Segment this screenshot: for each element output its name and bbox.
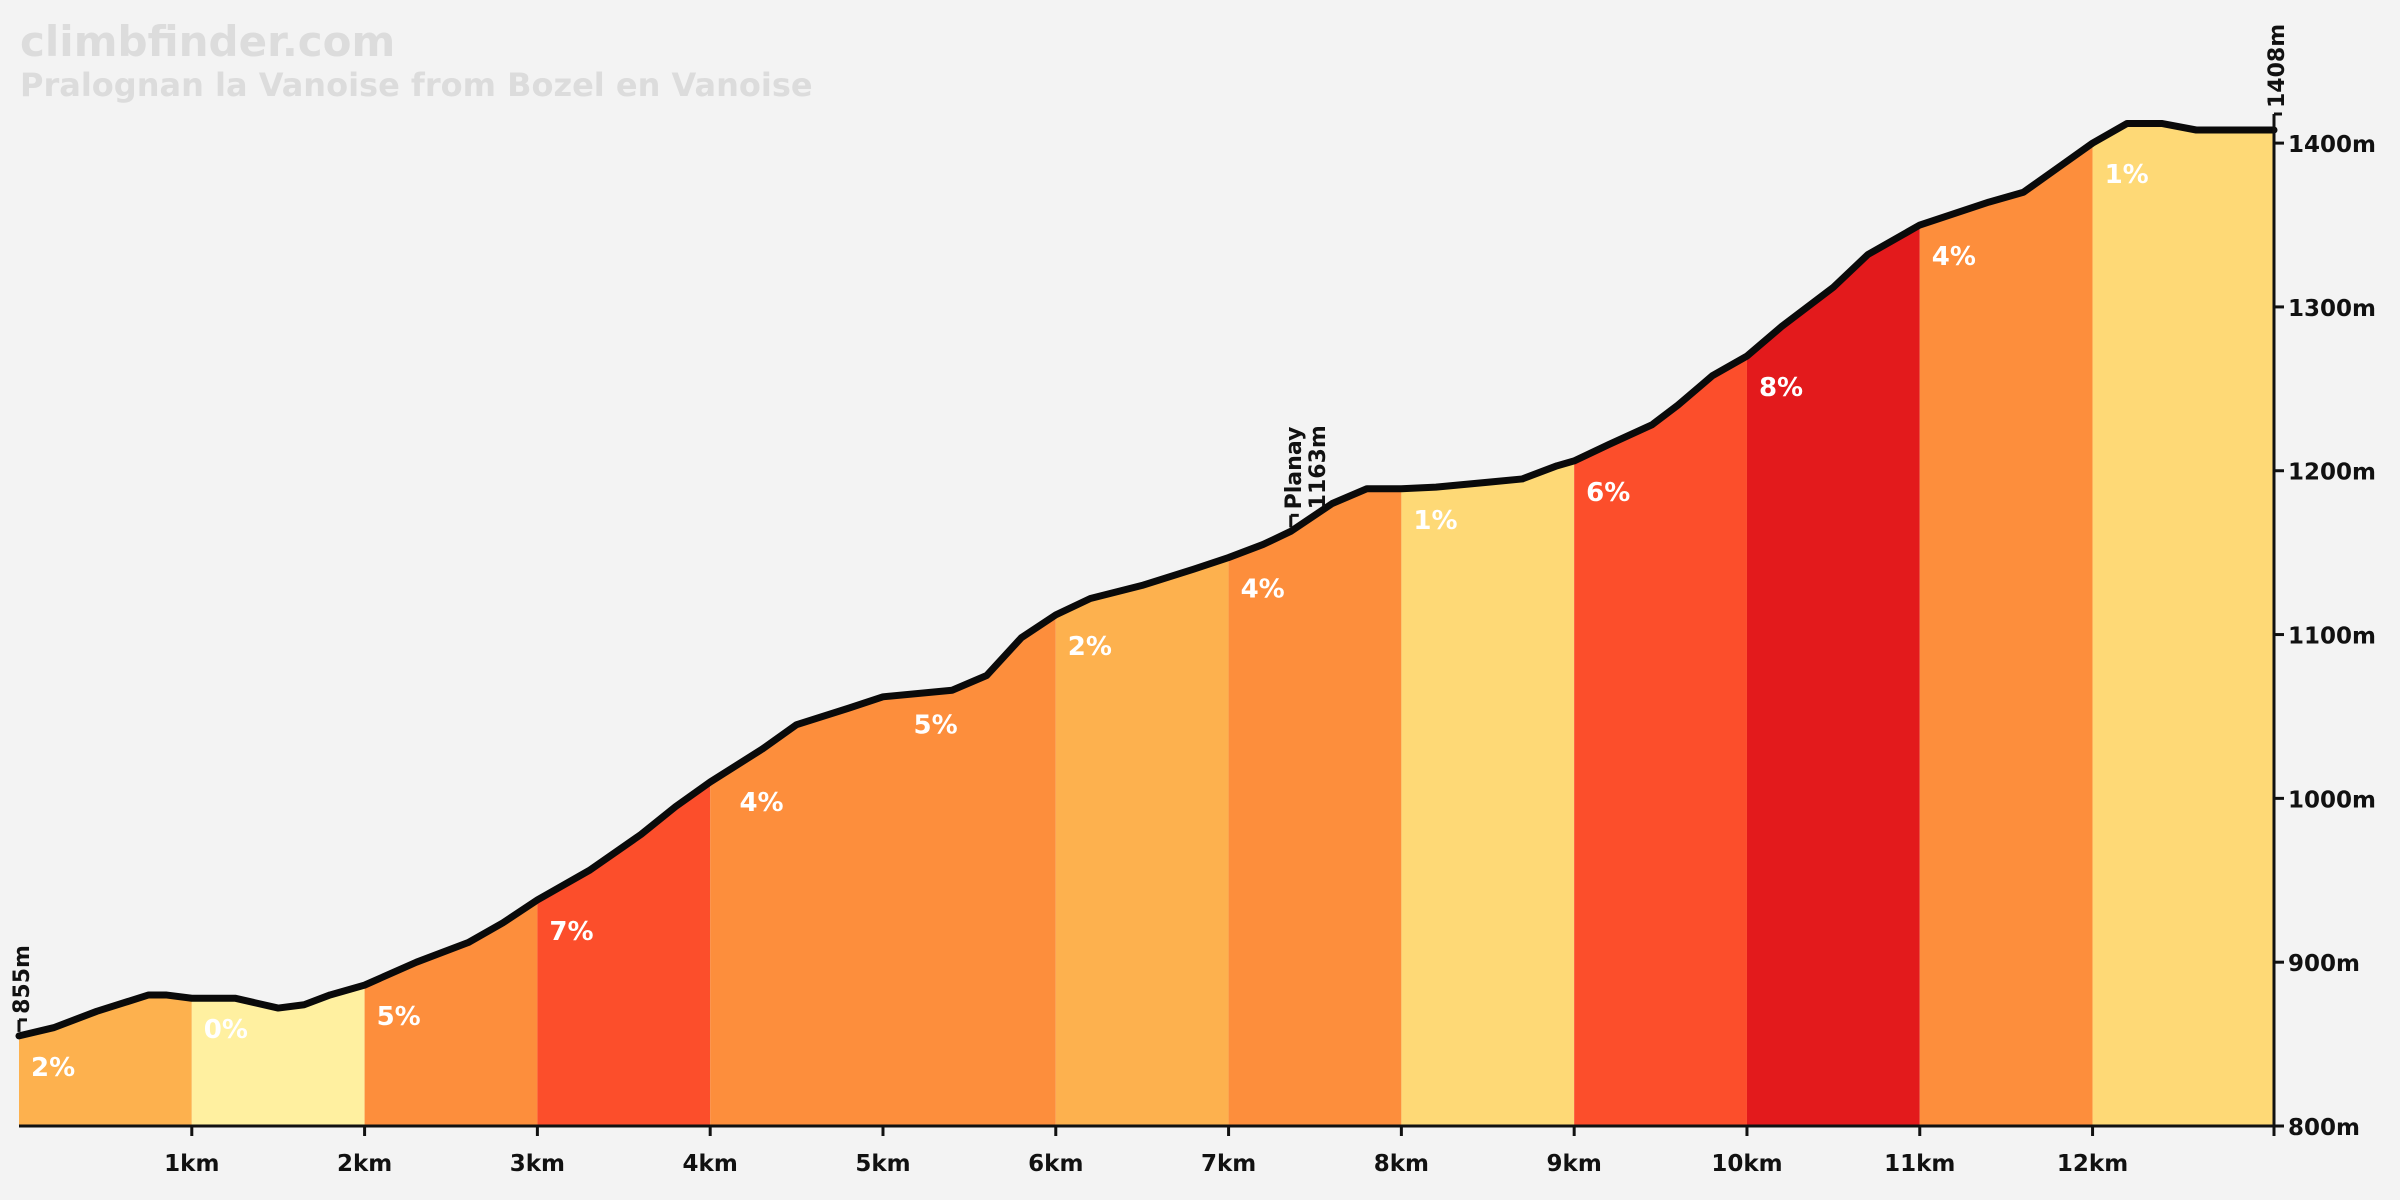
gradient-segment-9 [1574, 356, 1747, 1126]
x-tick-label: 8km [1374, 1151, 1429, 1177]
axes: 1km 2km 3km 4km 5km 6km 7km 8km 9km 10km 11km 12km 8… [19, 115, 2376, 1177]
grade-label: 0% [204, 1015, 248, 1045]
x-tick-label: 11km [1884, 1151, 1955, 1177]
y-tick-label: 1200m [2288, 460, 2376, 486]
gradient-segment-5 [710, 614, 1056, 1126]
y-tick-label: 1000m [2288, 787, 2376, 813]
annotations: 855m Planay 1163m 1408m [10, 24, 2290, 1032]
gradient-segment-12 [2092, 123, 2274, 1126]
y-tick-label: 1100m [2288, 624, 2376, 650]
x-tick-label: 6km [1028, 1151, 1083, 1177]
grade-label: 1% [1413, 506, 1457, 536]
gradient-segment-8 [1401, 460, 1575, 1126]
grade-label: 2% [31, 1053, 75, 1083]
gradient-segment-7 [1228, 488, 1402, 1126]
x-tick-label: 1km [164, 1151, 219, 1177]
gradient-labels: 2% 0% 5% 7% 4% 2% 4% 1% 6% 8% 4% 1% 5% [31, 160, 2149, 1083]
y-tick-label: 800m [2288, 1115, 2360, 1141]
x-tick-label: 7km [1201, 1151, 1256, 1177]
gradient-segment-6 [1055, 557, 1229, 1126]
gradient-segments [19, 123, 2274, 1126]
annotation-label: 1163m [1306, 425, 1331, 509]
x-tick-label: 9km [1547, 1151, 1602, 1177]
x-tick-label: 3km [510, 1151, 565, 1177]
x-tick-label: 10km [1711, 1151, 1782, 1177]
gradient-segment-2 [191, 985, 365, 1126]
grade-label: 8% [1759, 373, 1803, 403]
chart-title: Pralognan la Vanoise from Bozel en Vanoi… [20, 66, 813, 104]
x-tick-label: 12km [2057, 1151, 2128, 1177]
gradient-segment-3 [364, 899, 538, 1126]
y-tick-label: 900m [2288, 951, 2360, 977]
grade-label: 1% [2105, 160, 2149, 190]
annotation-label: 855m [10, 945, 35, 1014]
annotation-label: Planay [1282, 427, 1307, 510]
annotation-label: 1408m [2265, 24, 2290, 108]
elevation-line-group [15, 119, 2278, 1040]
grade-label: 4% [1241, 575, 1285, 605]
gradient-segment-11 [1919, 143, 2093, 1126]
x-tick-label: 2km [337, 1151, 392, 1177]
gradient-segment-4 [537, 781, 711, 1126]
grade-label: 4% [1932, 242, 1976, 272]
y-tick-label: 1400m [2288, 132, 2376, 158]
grade-label: 7% [549, 917, 593, 947]
grade-label: 5% [914, 711, 958, 741]
x-tick-label: 5km [855, 1151, 910, 1177]
gradient-segment-10 [1746, 225, 1920, 1126]
y-tick-label: 1300m [2288, 296, 2376, 322]
site-logo-text: climbfinder.com [20, 17, 395, 66]
x-tick-label: 4km [683, 1151, 738, 1177]
grade-label: 4% [739, 788, 783, 818]
grade-label: 5% [377, 1002, 421, 1032]
grade-label: 2% [1068, 632, 1112, 662]
grade-label: 6% [1586, 478, 1630, 508]
elevation-line [15, 119, 2278, 1040]
